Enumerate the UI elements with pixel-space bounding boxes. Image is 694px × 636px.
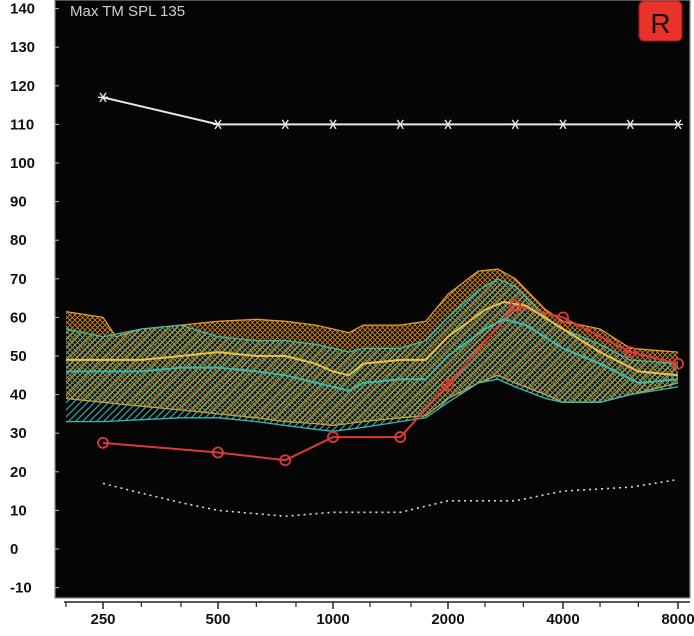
circle-marker <box>97 436 109 449</box>
circle-marker <box>509 299 522 312</box>
star-marker <box>443 119 453 130</box>
star-stroke <box>511 119 519 130</box>
x-tick-label: 1000 <box>316 611 349 628</box>
star-stroke <box>626 119 634 130</box>
circle-marker <box>672 357 684 370</box>
star-marker <box>510 119 521 130</box>
band-lower-edge <box>66 378 679 432</box>
max-output-line <box>102 96 678 126</box>
star-marker <box>673 119 683 130</box>
circle-marker <box>557 311 569 324</box>
y-tick-label: 100 <box>10 155 35 172</box>
star-stroke <box>396 119 404 130</box>
orange-target-line <box>66 300 679 377</box>
star-stroke <box>99 92 107 103</box>
x-tick-label: 8000 <box>661 611 694 628</box>
y-tick-label: 60 <box>10 309 27 326</box>
y-tick-label: 80 <box>10 232 27 249</box>
star-stroke <box>674 119 682 130</box>
chart-title: Max TM SPL 135 <box>70 3 185 20</box>
x-tick-label: 250 <box>90 611 115 628</box>
star-marker <box>98 92 108 103</box>
star-marker <box>213 119 223 130</box>
circle-marker <box>212 446 224 459</box>
ear-side-label: R <box>650 8 670 39</box>
circle-marker <box>279 454 292 467</box>
y-tick-label: 90 <box>10 194 27 211</box>
star-marker <box>280 119 291 130</box>
y-tick-label: 20 <box>10 464 27 481</box>
y-tick-label: 10 <box>10 502 27 519</box>
star-stroke <box>559 119 567 130</box>
ear-side-badge: R <box>638 0 683 42</box>
y-tick-label: -10 <box>10 580 32 597</box>
y-tick-label: 0 <box>10 541 18 558</box>
y-tick-label: 70 <box>10 271 27 288</box>
y-tick-label: 140 <box>10 1 35 18</box>
circle-marker <box>327 431 339 443</box>
star-marker <box>328 119 338 130</box>
circle-marker <box>624 346 637 359</box>
star-stroke <box>329 119 337 130</box>
x-tick-label: 500 <box>205 611 230 628</box>
y-tick-label: 50 <box>10 348 27 365</box>
y-tick-label: 120 <box>10 78 35 95</box>
star-stroke <box>444 119 452 130</box>
y-tick-label: 40 <box>10 387 27 404</box>
plot-background <box>55 0 690 598</box>
star-marker <box>395 119 406 130</box>
y-tick-label: 30 <box>10 425 27 442</box>
star-marker <box>625 119 636 130</box>
threshold-line <box>102 304 679 462</box>
y-tick-label: 110 <box>10 116 34 133</box>
circle-marker <box>442 379 454 391</box>
teal-target-line <box>66 318 679 392</box>
circle-marker <box>394 431 407 443</box>
star-stroke <box>281 119 289 130</box>
star-stroke <box>214 119 222 130</box>
teal-range-band <box>66 278 678 432</box>
x-tick-label: 2000 <box>431 611 464 628</box>
y-tick-label: 130 <box>10 39 35 56</box>
noise-floor-line <box>102 478 679 518</box>
star-marker <box>558 119 568 130</box>
x-tick-label: 4000 <box>546 611 579 628</box>
plot-border <box>54 0 691 599</box>
